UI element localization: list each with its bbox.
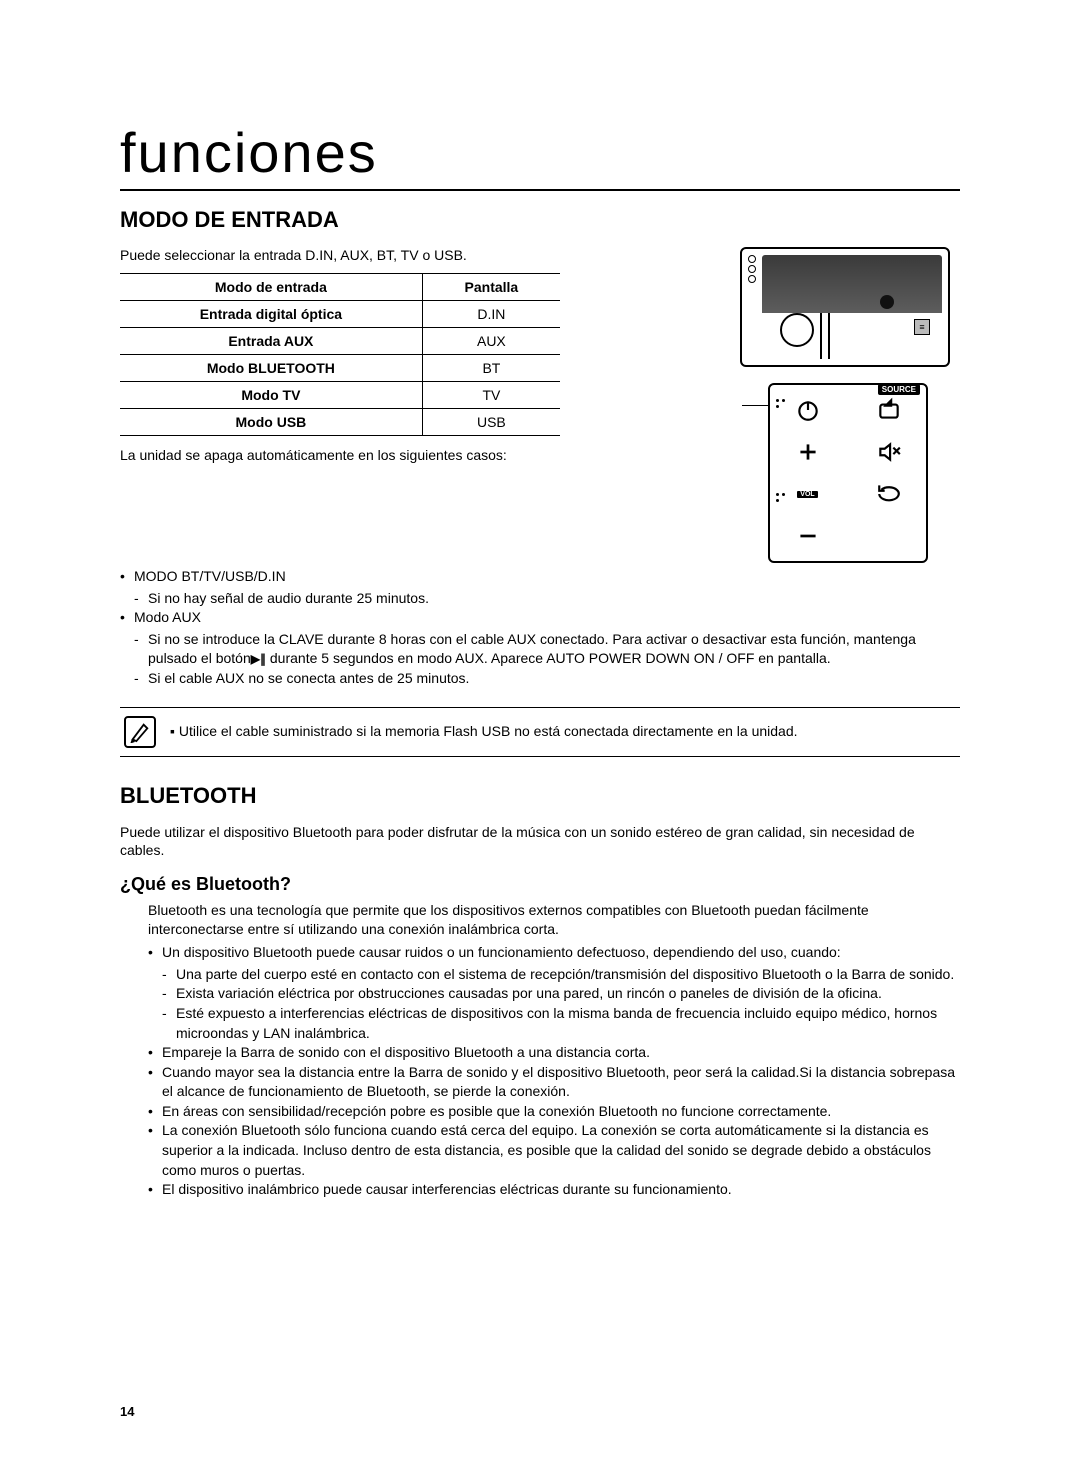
list-item: Cuando mayor sea la distancia entre la B… [148, 1063, 960, 1102]
remote-illustration: SOURCE VOL [768, 383, 928, 563]
input-mode-intro: Puede seleccionar la entrada D.IN, AUX, … [120, 247, 716, 263]
list-item: Esté expuesto a interferencias eléctrica… [162, 1004, 960, 1043]
table-row: Modo BLUETOOTH BT [120, 355, 560, 382]
mute-icon [861, 437, 916, 467]
bluetooth-intro: Puede utilizar el dispositivo Bluetooth … [120, 823, 960, 861]
table-header-display: Pantalla [422, 274, 560, 301]
table-cell: Modo USB [120, 409, 422, 436]
table-cell: TV [422, 382, 560, 409]
list-item: La conexión Bluetooth sólo funciona cuan… [148, 1121, 960, 1180]
table-row: Modo USB USB [120, 409, 560, 436]
table-cell: BT [422, 355, 560, 382]
list-item: Un dispositivo Bluetooth puede causar ru… [148, 943, 960, 1043]
bluetooth-bullets: Un dispositivo Bluetooth puede causar ru… [148, 943, 960, 1200]
table-cell: USB [422, 409, 560, 436]
vol-label: VOL [797, 491, 817, 498]
note-box: Utilice el cable suministrado si la memo… [120, 707, 960, 757]
playpause-icon: ▶∥ [251, 652, 266, 666]
auto-off-bullets: MODO BT/TV/USB/D.IN Si no hay señal de a… [120, 567, 960, 689]
table-cell: AUX [422, 328, 560, 355]
list-item: Modo AUX Si no se introduce la CLAVE dur… [120, 608, 960, 688]
table-row: Modo TV TV [120, 382, 560, 409]
section-input-mode-heading: MODO DE ENTRADA [120, 207, 960, 233]
bluetooth-sub-intro: Bluetooth es una tecnología que permite … [148, 901, 960, 939]
list-item: Si no hay señal de audio durante 25 minu… [134, 589, 960, 609]
auto-off-intro: La unidad se apaga automáticamente en lo… [120, 446, 716, 465]
table-header-mode: Modo de entrada [120, 274, 422, 301]
repeat-icon [861, 479, 916, 509]
page-number: 14 [120, 1404, 134, 1419]
input-modes-table: Modo de entrada Pantalla Entrada digital… [120, 273, 560, 436]
list-item: Si no se introduce la CLAVE durante 8 ho… [134, 630, 960, 669]
note-text: Utilice el cable suministrado si la memo… [170, 716, 798, 742]
table-row: Entrada AUX AUX [120, 328, 560, 355]
minus-icon [780, 521, 835, 551]
source-label: SOURCE [878, 384, 920, 395]
page-title: funciones [120, 120, 960, 191]
power-icon [780, 395, 835, 425]
bluetooth-subheading: ¿Qué es Bluetooth? [120, 874, 960, 895]
list-item: El dispositivo inalámbrico puede causar … [148, 1180, 960, 1200]
table-cell: Entrada AUX [120, 328, 422, 355]
plus-icon [780, 437, 835, 467]
list-item: Si el cable AUX no se conecta antes de 2… [134, 669, 960, 689]
table-cell: Modo TV [120, 382, 422, 409]
list-item: Una parte del cuerpo esté en contacto co… [162, 965, 960, 985]
table-row: Entrada digital óptica D.IN [120, 301, 560, 328]
device-top-illustration: ≡ [740, 247, 950, 367]
list-item: Exista variación eléctrica por obstrucci… [162, 984, 960, 1004]
list-item: En áreas con sensibilidad/recepción pobr… [148, 1102, 960, 1122]
note-icon [124, 716, 156, 748]
list-item: MODO BT/TV/USB/D.IN Si no hay señal de a… [120, 567, 960, 608]
table-cell: Modo BLUETOOTH [120, 355, 422, 382]
table-cell: D.IN [422, 301, 560, 328]
table-cell: Entrada digital óptica [120, 301, 422, 328]
section-bluetooth-heading: BLUETOOTH [120, 783, 960, 809]
vol-label-cell: VOL [780, 479, 835, 509]
source-icon: SOURCE [861, 395, 916, 425]
list-item: Empareje la Barra de sonido con el dispo… [148, 1043, 960, 1063]
